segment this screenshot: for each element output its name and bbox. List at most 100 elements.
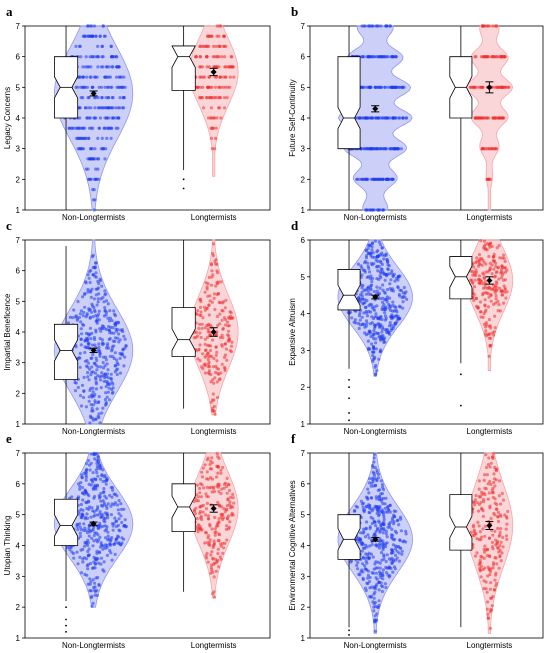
data-point: [474, 270, 479, 274]
data-point: [76, 562, 80, 566]
data-point: [498, 256, 502, 260]
data-point: [104, 147, 108, 151]
outlier-point: [65, 618, 67, 621]
data-point: [482, 478, 486, 482]
data-point: [78, 356, 82, 360]
data-point: [101, 343, 105, 347]
data-point: [113, 501, 117, 505]
data-point: [215, 330, 219, 334]
data-point: [90, 506, 94, 510]
data-point: [373, 562, 377, 566]
data-point: [368, 575, 372, 580]
data-point: [91, 544, 95, 548]
data-point: [198, 359, 202, 363]
data-point: [222, 486, 226, 490]
data-point: [361, 555, 365, 559]
data-point: [98, 535, 102, 540]
data-point: [484, 465, 489, 470]
data-point: [90, 85, 94, 89]
data-point: [391, 289, 395, 293]
data-point: [383, 502, 387, 506]
data-point: [487, 456, 491, 460]
data-point: [94, 271, 98, 275]
data-point: [375, 479, 379, 483]
data-point: [493, 116, 497, 120]
data-point: [374, 529, 378, 534]
data-point: [94, 377, 98, 381]
data-point: [213, 533, 217, 537]
data-point: [499, 540, 503, 544]
data-point: [98, 545, 103, 549]
data-point: [121, 347, 125, 351]
data-point: [103, 75, 107, 79]
data-point: [107, 328, 111, 332]
data-point: [502, 284, 506, 288]
data-point: [504, 534, 509, 538]
data-point: [83, 526, 87, 530]
data-point: [367, 491, 371, 495]
data-point: [76, 385, 80, 390]
data-point: [194, 335, 198, 340]
data-point: [475, 537, 479, 541]
data-point: [487, 491, 491, 495]
data-point: [88, 367, 92, 371]
data-point: [499, 559, 503, 563]
y-tick-label: 1: [301, 420, 306, 429]
data-point: [95, 75, 99, 79]
data-point: [198, 511, 202, 515]
data-point: [122, 537, 126, 541]
data-point: [69, 545, 73, 550]
data-point: [495, 246, 499, 250]
data-point: [74, 44, 78, 49]
data-point: [495, 502, 499, 507]
data-point: [222, 96, 227, 100]
data-point: [363, 508, 367, 512]
data-point: [475, 256, 479, 260]
data-point: [86, 567, 90, 571]
data-point: [394, 509, 398, 513]
data-point: [119, 543, 123, 547]
data-point: [380, 499, 384, 503]
data-point: [504, 527, 508, 531]
data-point: [476, 264, 481, 268]
data-point: [489, 596, 494, 600]
data-point: [364, 292, 368, 296]
data-point: [485, 323, 489, 327]
data-point: [495, 541, 499, 545]
data-point: [198, 65, 202, 69]
data-point: [198, 526, 203, 530]
data-point: [369, 288, 373, 292]
data-point: [97, 496, 102, 500]
data-point: [209, 344, 213, 348]
data-point: [80, 473, 84, 477]
data-point: [206, 294, 210, 298]
data-point: [79, 309, 83, 313]
data-point: [493, 314, 497, 318]
data-point: [95, 464, 99, 469]
data-point: [372, 534, 376, 538]
data-point: [485, 554, 489, 558]
data-point: [357, 295, 361, 300]
data-point: [358, 311, 362, 316]
data-point: [100, 284, 104, 288]
data-point: [89, 478, 94, 482]
data-point: [109, 372, 113, 376]
data-point: [500, 293, 504, 297]
data-point: [94, 477, 98, 482]
data-point: [389, 323, 393, 327]
data-point: [397, 292, 401, 297]
data-point: [223, 342, 227, 346]
data-point: [489, 461, 493, 465]
data-point: [363, 85, 367, 89]
data-point: [92, 514, 96, 518]
data-point: [358, 300, 362, 304]
data-point: [203, 463, 207, 467]
data-point: [211, 251, 215, 256]
data-point: [493, 497, 497, 501]
data-point: [380, 253, 384, 257]
data-point: [372, 596, 376, 600]
data-point: [90, 393, 94, 397]
data-point: [78, 116, 82, 120]
data-point: [481, 509, 485, 513]
y-tick-label: 2: [301, 383, 306, 392]
